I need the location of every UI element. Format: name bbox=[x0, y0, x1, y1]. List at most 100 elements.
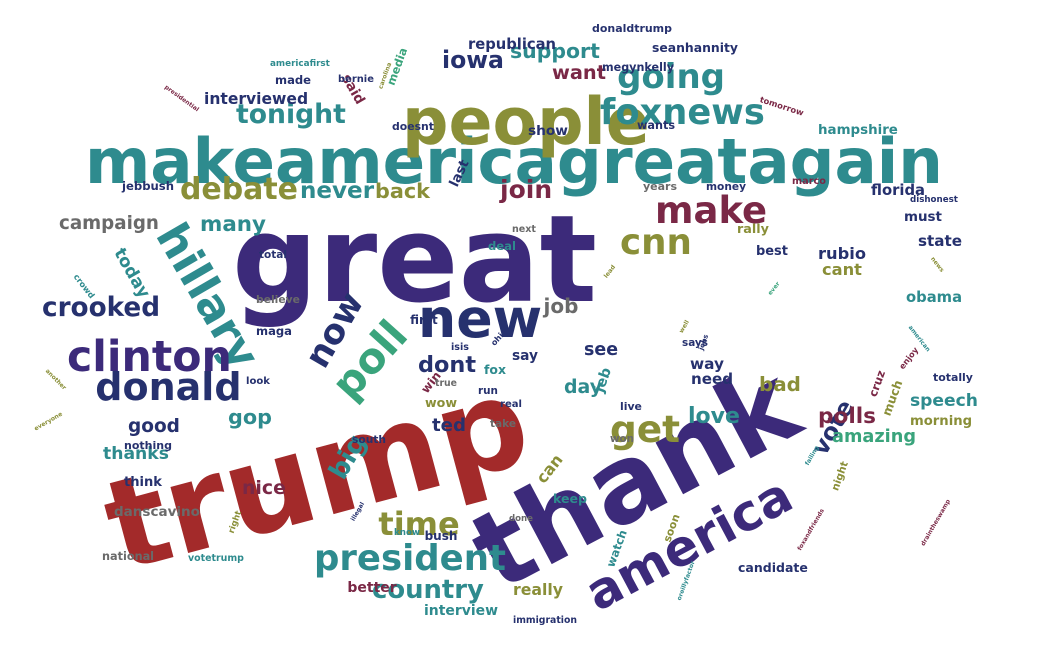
word-cloud-term: run bbox=[478, 384, 498, 397]
word-cloud-term: foxnews bbox=[600, 92, 765, 134]
word-cloud-term: totally bbox=[933, 370, 973, 384]
word-cloud-term: real bbox=[500, 399, 522, 410]
word-cloud-term: total bbox=[259, 248, 287, 261]
word-cloud-term: take bbox=[490, 417, 516, 430]
word-cloud-term: wants bbox=[637, 119, 676, 133]
word-cloud-term: donaldtrump bbox=[592, 21, 672, 35]
word-cloud-term: bad bbox=[759, 373, 801, 396]
word-cloud-term: cruz bbox=[866, 368, 889, 399]
word-cloud-term: draintheswamp bbox=[919, 498, 952, 548]
word-cloud-term: iowa bbox=[442, 46, 504, 75]
word-cloud-term: people bbox=[402, 84, 650, 160]
word-cloud-term: nice bbox=[242, 476, 286, 499]
word-cloud-term: many bbox=[200, 212, 266, 238]
word-cloud-term: well bbox=[678, 319, 691, 335]
word-cloud-term: rubio bbox=[818, 243, 866, 263]
word-cloud-term: presidential bbox=[162, 83, 200, 114]
word-cloud-term: seanhannity bbox=[652, 39, 738, 55]
word-cloud-term: americafirst bbox=[270, 58, 330, 69]
word-cloud-term: maga bbox=[256, 324, 292, 339]
word-cloud-term: great bbox=[232, 191, 597, 330]
word-cloud-term: best bbox=[756, 243, 788, 259]
word-cloud-term: time bbox=[378, 505, 460, 543]
word-cloud-term: think bbox=[124, 474, 162, 490]
word-cloud-term: really bbox=[513, 580, 564, 600]
word-cloud-term: doesnt bbox=[392, 119, 434, 133]
word-cloud-term: fox bbox=[484, 361, 506, 377]
word-cloud-term: everyone bbox=[33, 410, 65, 433]
word-cloud-term: morning bbox=[910, 414, 973, 430]
word-cloud-term: look bbox=[246, 376, 271, 387]
word-cloud-term: makeamericagreatagain bbox=[85, 124, 943, 198]
word-cloud-term: isis bbox=[451, 342, 469, 354]
word-cloud-term: nothing bbox=[124, 438, 172, 452]
word-cloud-term: see bbox=[584, 340, 619, 361]
word-cloud-term: candidate bbox=[738, 559, 808, 575]
word-cloud-term: money bbox=[706, 179, 747, 193]
word-cloud-term: good bbox=[128, 415, 180, 437]
word-cloud-term: clinton bbox=[67, 331, 232, 382]
word-cloud-term: know bbox=[394, 527, 420, 538]
word-cloud-term: amazing bbox=[832, 427, 916, 448]
word-cloud-term: tonight bbox=[236, 98, 346, 130]
word-cloud-term: need bbox=[691, 370, 734, 389]
word-cloud-term: interviewed bbox=[204, 90, 309, 109]
word-cloud-term: day bbox=[564, 375, 603, 398]
word-cloud-term: live bbox=[620, 399, 642, 413]
word-cloud-term: donald bbox=[95, 365, 242, 409]
word-cloud-term: say bbox=[512, 348, 539, 365]
word-cloud-term: debate bbox=[180, 172, 298, 207]
word-cloud-term: join bbox=[500, 174, 553, 204]
word-cloud-term: first bbox=[410, 313, 438, 327]
word-cloud-term: keep bbox=[553, 490, 588, 506]
word-cloud-term: megynkelly bbox=[602, 61, 674, 75]
word-cloud-term: must bbox=[904, 210, 942, 226]
word-cloud-term: show bbox=[528, 123, 568, 140]
word-cloud-term: enjoy bbox=[897, 344, 921, 371]
word-cloud-term: state bbox=[918, 232, 963, 251]
word-cloud-term: rally bbox=[737, 221, 769, 237]
word-cloud-term: country bbox=[372, 575, 484, 606]
word-cloud-term: president bbox=[314, 538, 506, 580]
word-cloud-term: florida bbox=[871, 181, 926, 199]
word-cloud-term: job bbox=[543, 294, 579, 318]
word-cloud-term: votetrump bbox=[188, 553, 244, 565]
word-cloud-term: bush bbox=[424, 529, 458, 543]
word-cloud-term: back bbox=[375, 178, 430, 203]
word-cloud-term: true bbox=[435, 378, 457, 390]
word-cloud-term: want bbox=[552, 61, 606, 85]
word-cloud-term: ted bbox=[432, 414, 467, 436]
word-cloud-term: says bbox=[682, 336, 708, 349]
word-cloud-term: speech bbox=[910, 391, 978, 412]
word-cloud-term: bernie bbox=[338, 74, 374, 85]
word-cloud-term: years bbox=[643, 179, 678, 193]
word-cloud-term: campaign bbox=[59, 212, 159, 234]
word-cloud-term: way bbox=[690, 355, 724, 374]
word-cloud-term: thanks bbox=[103, 444, 169, 465]
word-cloud-term: obama bbox=[906, 288, 963, 306]
word-cloud-term: immigration bbox=[513, 615, 578, 627]
word-cloud-term: republican bbox=[468, 35, 557, 53]
word-cloud-term: ever bbox=[766, 280, 781, 297]
word-cloud-term: better bbox=[347, 580, 397, 596]
word-cloud-term: news bbox=[929, 255, 946, 274]
word-cloud-term: night bbox=[829, 459, 851, 493]
word-cloud-term: marco bbox=[792, 176, 826, 188]
word-cloud-term: national bbox=[102, 550, 155, 564]
word-cloud-term: lead bbox=[602, 263, 617, 280]
word-cloud-term: believe bbox=[256, 292, 300, 306]
word-cloud-term: jebbush bbox=[122, 179, 174, 194]
word-cloud-term: new bbox=[418, 287, 543, 351]
word-cloud-term: going bbox=[617, 57, 725, 97]
word-cloud-term: another bbox=[43, 367, 68, 392]
word-cloud-term: dishonest bbox=[910, 194, 958, 205]
word-cloud-term: deal bbox=[488, 239, 516, 254]
word-cloud-term: made bbox=[275, 73, 312, 88]
word-cloud-term: won bbox=[610, 432, 634, 445]
word-cloud-term: dont bbox=[418, 351, 477, 378]
word-cloud-term: cnn bbox=[620, 222, 692, 264]
word-cloud-term: support bbox=[510, 38, 600, 63]
word-cloud-term: next bbox=[512, 224, 536, 236]
word-cloud-term: interview bbox=[424, 603, 498, 619]
